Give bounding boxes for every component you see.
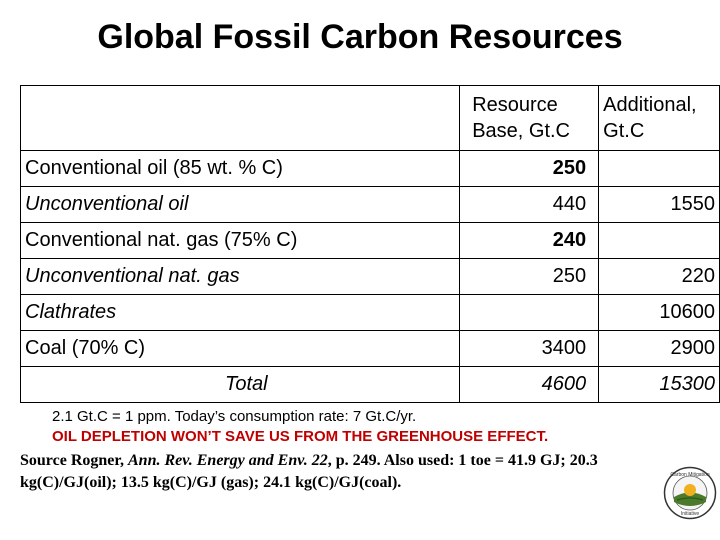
warning-note: OIL DEPLETION WON’T SAVE US FROM THE GRE… xyxy=(52,428,549,445)
table-row: Unconventional nat. gas 250 220 xyxy=(19,258,720,295)
row-additional-value: 10600 xyxy=(598,294,720,331)
row-base-value: 250 xyxy=(459,150,600,187)
conversion-note: 2.1 Gt.C = 1 ppm. Today’s consumption ra… xyxy=(52,408,417,425)
table-row: Coal (70% C) 3400 2900 xyxy=(19,330,720,367)
row-additional-value: 220 xyxy=(598,258,720,295)
row-label: Conventional nat. gas (75% C) xyxy=(19,222,461,259)
table-row: Conventional oil (85 wt. % C) 250 xyxy=(19,150,720,187)
row-base-value: 3400 xyxy=(459,330,600,367)
row-label: Unconventional nat. gas xyxy=(19,258,461,295)
header-additional: Additional, Gt.C xyxy=(598,85,720,151)
logo-text-bottom: Initiative xyxy=(681,511,700,517)
row-additional-value: 2900 xyxy=(598,330,720,367)
row-label: Coal (70% C) xyxy=(19,330,461,367)
table-row: Conventional nat. gas (75% C) 240 xyxy=(19,222,720,259)
table-header-row: Resource Base, Gt.C Additional, Gt.C xyxy=(19,85,720,151)
footnote: 2.1 Gt.C = 1 ppm. Today’s consumption ra… xyxy=(52,407,548,447)
table-total-row: Total 4600 15300 xyxy=(19,366,720,403)
row-base-value: 250 xyxy=(459,258,600,295)
table-row: Unconventional oil 440 1550 xyxy=(19,186,720,223)
total-label: Total xyxy=(19,366,461,403)
total-additional-value: 15300 xyxy=(598,366,720,403)
source-citation: Source Rogner, Ann. Rev. Energy and Env.… xyxy=(20,450,660,494)
row-base-value: 440 xyxy=(459,186,600,223)
logo-text-top: Carbon Mitigation xyxy=(670,472,709,478)
source-journal: Ann. Rev. Energy and Env. 22 xyxy=(128,452,328,469)
header-resource-base: Resource Base, Gt.C xyxy=(459,85,600,151)
carbon-sequestration-logo-icon: Carbon Mitigation Initiative xyxy=(663,466,717,520)
header-empty-cell xyxy=(19,85,461,151)
source-prefix: Source Rogner, xyxy=(20,452,128,469)
row-base-value: 240 xyxy=(459,222,600,259)
row-additional-value xyxy=(598,222,720,259)
page-title: Global Fossil Carbon Resources xyxy=(97,18,623,56)
table-row: Clathrates 10600 xyxy=(19,294,720,331)
total-base-value: 4600 xyxy=(459,366,600,403)
row-base-value xyxy=(459,294,600,331)
row-additional-value: 1550 xyxy=(598,186,720,223)
row-label: Conventional oil (85 wt. % C) xyxy=(19,150,461,187)
resources-table: Resource Base, Gt.C Additional, Gt.C Con… xyxy=(19,85,720,403)
source-suffix: , p. 249. Also used: 1 toe = 41.9 GJ; 20… xyxy=(20,452,598,491)
row-label: Clathrates xyxy=(19,294,461,331)
row-label: Unconventional oil xyxy=(19,186,461,223)
row-additional-value xyxy=(598,150,720,187)
